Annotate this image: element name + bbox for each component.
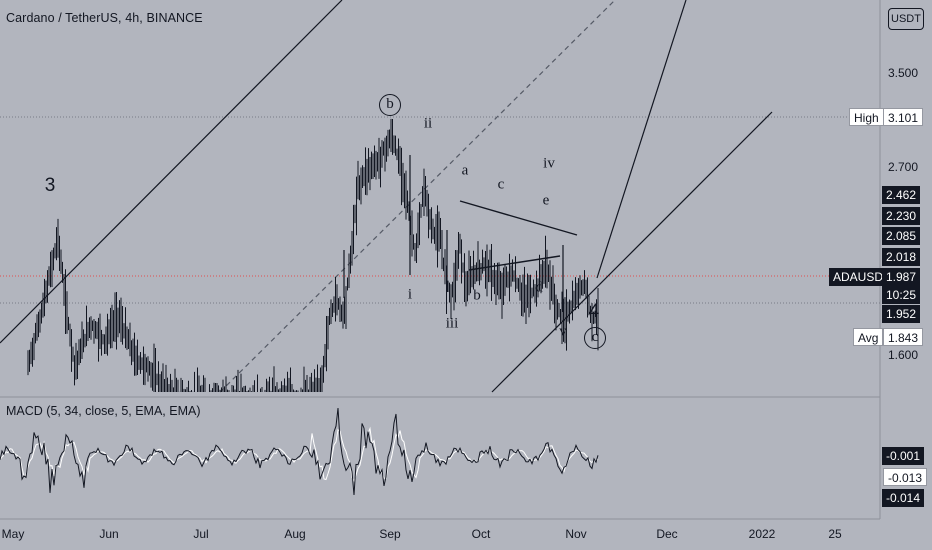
time-axis-label: 25 [828,527,842,541]
wave-label-3: 3 [44,175,56,196]
channel-line-left [0,0,343,344]
price-tick-label: 3.500 [887,66,918,80]
bar-countdown: 10:25 [882,286,921,304]
time-axis-label: Jun [99,527,119,541]
macd-series [0,407,599,496]
symbol-label: ADAUSDT [829,268,895,286]
level-tag: 2.462 [882,186,921,204]
wave-label-i: i [407,286,413,303]
macd-value-tag: -0.013 [883,468,928,486]
wave-label-iv: iv [543,155,555,172]
last-price-label: 1.987 [882,268,921,286]
high-label: High [849,108,884,126]
price-tick-label: 2.700 [887,160,918,174]
time-axis-label: 2022 [748,527,776,541]
channel-line-dashed [219,0,616,393]
triangle-upper-line [459,200,578,236]
time-axis-label: May [1,527,25,541]
wave-label-4: 4 [588,301,600,322]
level-tag: 2.085 [882,227,921,245]
level-tag: 2.018 [882,248,921,266]
macd-title: MACD (5, 34, close, 5, EMA, EMA) [6,404,201,418]
channel-line-right [491,111,773,393]
wave-label-ii: ii [423,115,433,132]
high-value: 3.101 [883,108,924,126]
level-tag: 1.952 [882,305,921,323]
time-axis-label: Jul [193,527,209,541]
wave-label-d: d [535,279,543,296]
wave-label-a: a [461,162,469,179]
time-axis-label: Sep [379,527,401,541]
macd-line [0,407,599,496]
time-axis-label: Nov [565,527,587,541]
wave-label-e: e [542,192,550,209]
level-tag: 2.230 [882,207,921,225]
time-axis-label: Dec [656,527,678,541]
wave-label-v: v [559,323,567,340]
price-series [27,118,599,392]
wave-label-iii: iii [445,315,459,332]
avg-label: Avg [853,328,884,346]
wave-label-b-circled: b [379,94,401,116]
wave-label-c: c [497,176,505,193]
wave-label-b: b [473,287,481,304]
wave-5-projection-line [596,0,687,279]
wave-label-c-circled: c [584,327,606,349]
chart-title: Cardano / TetherUS, 4h, BINANCE [6,11,203,25]
macd-value-tag: -0.014 [882,489,925,507]
price-tick-label: 1.600 [887,348,918,362]
avg-value: 1.843 [883,328,924,346]
time-axis-label: Oct [471,527,491,541]
macd-value-tag: -0.001 [882,447,925,465]
time-axis-label: Aug [284,527,306,541]
currency-button[interactable]: USDT [888,8,924,30]
